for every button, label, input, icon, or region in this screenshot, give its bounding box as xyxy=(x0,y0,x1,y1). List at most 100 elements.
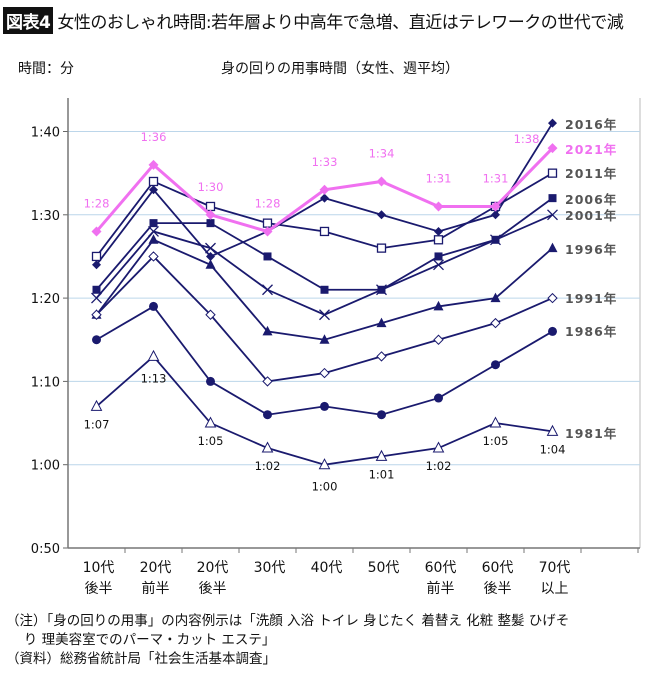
marker-filled-diamond xyxy=(262,226,273,237)
point xyxy=(320,193,329,203)
point xyxy=(433,334,444,345)
point xyxy=(263,410,272,420)
marker-filled-diamond xyxy=(91,226,102,237)
point xyxy=(491,210,500,220)
point xyxy=(319,367,330,379)
point xyxy=(149,301,158,311)
marker-open-diamond xyxy=(91,309,102,320)
marker-filled-diamond xyxy=(319,184,330,195)
point xyxy=(377,210,386,220)
marker-open-triangle xyxy=(147,349,160,361)
y-tick-label: 1:30 xyxy=(31,209,60,224)
point xyxy=(490,292,501,303)
point xyxy=(149,219,158,228)
marker-filled-diamond xyxy=(434,226,443,236)
x-tick-label: 40代 xyxy=(311,560,343,576)
figure-title: 女性のおしゃれ時間:若年層より中高年で急増、直近はテレワークの世代で減 xyxy=(57,12,624,33)
point xyxy=(376,317,387,328)
figure-header: 図表4 女性のおしゃれ時間:若年層より中高年で急増、直近はテレワークの世代で減 xyxy=(3,6,624,34)
point xyxy=(319,226,330,237)
marker-filled-diamond xyxy=(376,176,387,187)
point xyxy=(376,176,387,187)
point xyxy=(432,441,445,453)
x-tick-label: 20代 xyxy=(197,560,229,576)
marker-filled-triangle xyxy=(376,317,387,328)
point xyxy=(261,441,274,453)
point xyxy=(262,226,273,237)
marker-filled-circle xyxy=(434,393,443,403)
marker-open-triangle xyxy=(489,416,502,428)
note-line: （注）「身の回りの用事」の内容例示は「洗顔 入浴 トイレ 身じたく 着替え 化粧… xyxy=(6,613,570,629)
point xyxy=(148,226,159,237)
point xyxy=(263,252,272,261)
y-tick-label: 1:20 xyxy=(31,292,60,307)
marker-open-diamond xyxy=(490,317,501,329)
data-label: 1:02 xyxy=(255,459,281,473)
point xyxy=(92,285,101,294)
marker-filled-square xyxy=(548,194,557,203)
marker-cross xyxy=(490,234,501,246)
chart-title: 身の回りの用事時間（女性、週平均） xyxy=(221,61,459,77)
marker-open-triangle xyxy=(204,416,217,428)
point xyxy=(262,218,273,228)
marker-filled-circle xyxy=(206,376,215,386)
legend-label: 1996年 xyxy=(565,242,617,257)
marker-open-square xyxy=(148,176,159,187)
x-tick-label: 20代 xyxy=(140,560,172,576)
x-tick-label: 60代 xyxy=(482,560,514,576)
legend-label: 2016年 xyxy=(565,117,617,132)
marker-filled-triangle xyxy=(490,292,501,303)
marker-cross xyxy=(262,284,273,296)
x-tick-label: 30代 xyxy=(254,560,286,576)
point xyxy=(148,234,159,244)
legend-label: 1981年 xyxy=(565,426,617,441)
point xyxy=(91,292,102,304)
marker-cross xyxy=(376,284,387,296)
point xyxy=(92,260,101,270)
point xyxy=(91,251,102,262)
y-tick-label: 1:00 xyxy=(31,459,60,474)
point xyxy=(376,284,387,296)
data-label: 1:07 xyxy=(84,417,110,431)
data-label: 1:28 xyxy=(255,196,281,210)
point xyxy=(205,309,216,320)
point xyxy=(262,376,273,387)
marker-filled-triangle xyxy=(262,325,273,336)
data-label: 1:34 xyxy=(369,146,395,160)
point xyxy=(92,335,101,345)
point xyxy=(548,194,557,203)
figure-badge: 図表4 xyxy=(3,6,54,34)
marker-filled-square xyxy=(206,219,215,228)
point xyxy=(547,143,558,154)
point xyxy=(548,118,557,128)
marker-filled-diamond xyxy=(92,260,101,270)
marker-filled-triangle xyxy=(433,300,444,311)
marker-filled-circle xyxy=(149,301,158,311)
marker-cross xyxy=(205,242,216,254)
point xyxy=(204,416,217,428)
marker-open-triangle xyxy=(546,424,559,436)
point xyxy=(490,201,501,212)
marker-filled-circle xyxy=(548,326,557,336)
marker-open-triangle xyxy=(90,399,103,411)
data-label: 1:33 xyxy=(312,155,338,169)
x-tick-label: 前半 xyxy=(427,580,455,597)
legend-label: 1986年 xyxy=(565,324,617,339)
marker-cross xyxy=(433,259,444,271)
marker-filled-diamond xyxy=(320,193,329,203)
marker-filled-circle xyxy=(320,401,329,411)
point xyxy=(205,259,216,269)
marker-cross xyxy=(91,292,102,304)
marker-filled-square xyxy=(320,285,329,294)
legend-label: 2006年 xyxy=(565,192,617,207)
marker-filled-diamond xyxy=(490,201,501,212)
legend-label: 1991年 xyxy=(565,291,617,306)
point xyxy=(320,285,329,294)
marker-open-diamond xyxy=(433,334,444,345)
data-label: 1:02 xyxy=(426,459,452,473)
data-label: 1:31 xyxy=(426,171,452,185)
point xyxy=(91,309,102,320)
point xyxy=(205,201,216,212)
marker-cross xyxy=(319,309,330,321)
point xyxy=(546,424,559,436)
